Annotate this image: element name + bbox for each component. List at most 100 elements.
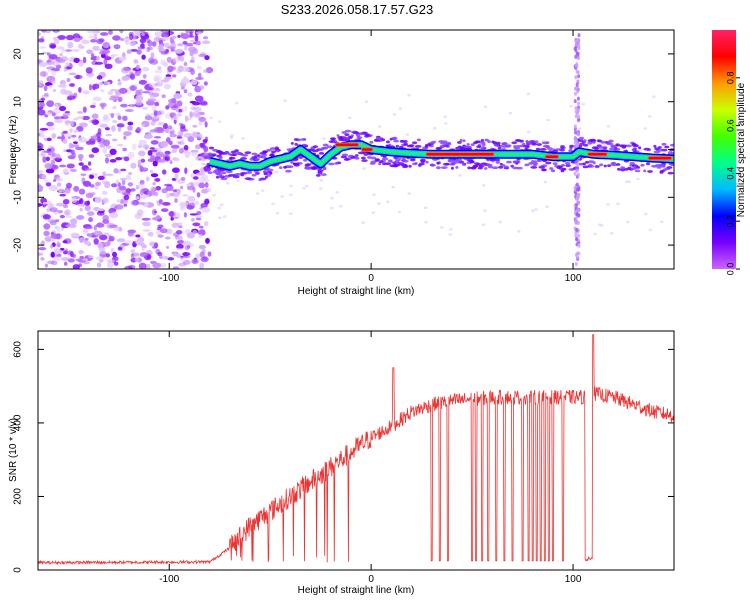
noise-blob	[371, 211, 376, 214]
ridge-halo	[408, 164, 412, 168]
noise-blob	[280, 195, 285, 198]
noise-blob	[177, 34, 181, 39]
noise-blob	[145, 100, 155, 106]
noise-blob	[171, 216, 179, 219]
noise-blob	[545, 205, 549, 208]
ridge-halo	[446, 141, 452, 145]
noise-blob	[44, 177, 48, 183]
noise-blob	[66, 163, 75, 169]
noise-blob	[165, 184, 174, 192]
noise-blob	[180, 256, 184, 262]
spike-blob	[577, 74, 581, 79]
noise-blob	[113, 168, 119, 174]
noise-blob	[105, 253, 111, 258]
noise-blob	[103, 241, 110, 247]
noise-blob	[113, 44, 121, 50]
spike-blob	[576, 52, 580, 57]
noise-blob	[155, 152, 161, 157]
ridge-halo	[643, 169, 647, 173]
noise-blob	[129, 40, 137, 47]
ridge-halo	[587, 141, 593, 145]
noise-blob	[125, 188, 132, 194]
noise-blob	[122, 147, 127, 152]
ridge-halo	[245, 171, 253, 175]
noise-blob	[241, 137, 245, 140]
noise-blob	[65, 215, 73, 219]
spike-blob	[574, 221, 578, 225]
noise-blob	[44, 162, 53, 170]
noise-blob	[203, 69, 210, 73]
noise-blob	[62, 112, 71, 117]
noise-blob	[121, 199, 128, 205]
noise-blob	[82, 228, 89, 233]
ridge-halo	[341, 153, 349, 157]
spike-blob	[577, 221, 580, 225]
noise-blob	[498, 220, 503, 224]
ridge-halo	[402, 157, 406, 161]
noise-blob	[98, 250, 107, 255]
ridge-halo	[386, 140, 390, 144]
ridge-halo	[354, 156, 360, 160]
ridge-halo	[269, 153, 275, 157]
noise-blob	[92, 234, 99, 238]
noise-blob	[59, 193, 66, 197]
noise-blob	[133, 30, 140, 34]
ridge-halo	[455, 166, 459, 169]
noise-blob	[67, 258, 75, 263]
ridge-halo	[222, 171, 227, 175]
ridge-halo	[241, 153, 249, 157]
noise-blob	[70, 251, 74, 258]
noise-blob	[42, 214, 51, 220]
ridge-halo	[430, 140, 437, 144]
ridge-halo	[664, 145, 670, 149]
ridge-halo	[358, 136, 361, 140]
noise-blob	[192, 124, 198, 128]
noise-blob	[94, 196, 102, 204]
noise-blob	[107, 90, 114, 96]
noise-blob	[162, 36, 170, 41]
ridge-halo	[306, 167, 311, 170]
noise-blob	[187, 151, 192, 155]
noise-blob	[209, 116, 213, 120]
noise-blob	[137, 159, 142, 166]
ridge-halo	[365, 133, 370, 137]
noise-blob	[123, 194, 130, 201]
ridge-halo	[436, 161, 440, 165]
noise-blob	[60, 48, 66, 53]
noise-blob	[176, 230, 183, 235]
spike-blob	[574, 217, 578, 222]
noise-blob	[119, 185, 127, 191]
noise-blob	[51, 133, 57, 139]
noise-blob	[38, 38, 45, 43]
snr-line	[38, 334, 674, 566]
ridge-halo	[569, 147, 573, 150]
y-tick-label: 200	[13, 488, 24, 505]
noise-blob	[75, 146, 84, 151]
ridge-halo	[457, 141, 462, 144]
noise-blob	[391, 185, 395, 189]
ridge-halo	[345, 138, 350, 142]
noise-blob	[204, 187, 212, 193]
noise-blob	[77, 203, 86, 207]
noise-blob	[142, 74, 147, 79]
snr-frame	[37, 330, 675, 571]
ridge-halo	[505, 145, 511, 148]
noise-blob	[116, 238, 126, 243]
spectrogram-x-axis-label: Height of straight line (km)	[298, 286, 415, 297]
noise-blob	[85, 226, 94, 230]
ridge-halo	[480, 162, 487, 166]
noise-blob	[136, 127, 141, 134]
noise-blob	[167, 125, 173, 130]
noise-blob	[205, 237, 210, 244]
noise-blob	[105, 133, 112, 137]
ridge-halo	[481, 146, 486, 150]
noise-blob	[578, 127, 582, 130]
noise-blob	[186, 232, 195, 239]
spike-blob	[573, 137, 577, 142]
noise-blob	[76, 116, 84, 119]
noise-blob	[171, 35, 177, 39]
noise-blob	[93, 83, 100, 90]
noise-blob	[543, 180, 548, 184]
noise-blob	[119, 30, 124, 34]
ridge-halo	[549, 167, 554, 170]
